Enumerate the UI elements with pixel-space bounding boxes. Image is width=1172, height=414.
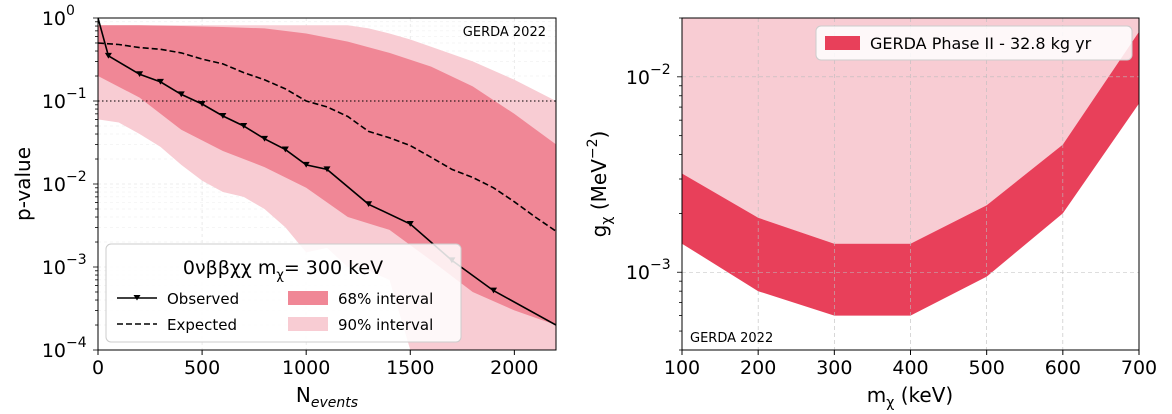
tick-base: 10 xyxy=(42,257,66,279)
left-x-tick-label: 2000 xyxy=(490,357,538,379)
right-x-tick-label: 400 xyxy=(892,357,928,379)
left-xlabel-main: N xyxy=(296,383,311,407)
left-legend-title: 0νββχχ mχ= 300 keV xyxy=(183,257,383,283)
observed-point xyxy=(261,135,269,142)
tick-base: 10 xyxy=(42,8,66,30)
left-xlabel-sub: events xyxy=(311,395,358,411)
legend-68-label: 68% interval xyxy=(338,290,433,308)
right-y-tick-exp: −3 xyxy=(650,257,671,273)
right-ylabel-prefix: g xyxy=(587,225,611,238)
left-x-tick-label: 1500 xyxy=(386,357,434,379)
right-y-tick-exp: −2 xyxy=(650,62,671,78)
right-xlabel: mχ (keV) xyxy=(867,383,953,411)
right-annotation: GERDA 2022 xyxy=(690,331,773,346)
tick-base: 10 xyxy=(626,67,650,89)
left-y-tick-label: 10 xyxy=(42,257,66,279)
right-legend: GERDA Phase II - 32.8 kg yr xyxy=(815,25,1133,61)
left-xlabel: Nevents xyxy=(296,383,358,411)
right-x-tick-label: 200 xyxy=(740,357,776,379)
legend-90-label: 90% interval xyxy=(338,316,433,334)
left-ylabel: p-value xyxy=(11,147,35,221)
tick-base: 10 xyxy=(42,340,66,362)
right-ylabel-sub: χ xyxy=(599,217,615,225)
observed-point xyxy=(219,112,227,119)
left-y-tick-exp: 0 xyxy=(66,3,75,19)
right-legend-label: GERDA Phase II - 32.8 kg yr xyxy=(870,34,1092,53)
observed-point xyxy=(365,201,373,208)
left-y-tick-exp: −2 xyxy=(66,169,87,185)
right-legend-swatch xyxy=(825,36,860,50)
left-y-tick-exp: −1 xyxy=(66,86,87,102)
right-xlabel-sub: χ xyxy=(886,395,894,411)
observed-point xyxy=(490,287,498,294)
left-annotation: GERDA 2022 xyxy=(463,25,546,40)
legend-68-swatch xyxy=(288,291,328,305)
observed-point xyxy=(302,161,310,168)
observed-point xyxy=(323,166,331,173)
left-y-tick-label: 10 xyxy=(42,340,66,362)
left-y-tick-label: 10 xyxy=(42,174,66,196)
legend-observed-marker xyxy=(133,295,141,301)
right-xlabel-prefix: m xyxy=(867,383,886,407)
right-ylabel: gχ (MeV−2) xyxy=(585,131,615,238)
legend-title-prefix: 0νββχχ m xyxy=(183,257,276,279)
gerda-band xyxy=(682,31,1139,316)
expected-line xyxy=(98,42,556,232)
legend-title-sub: χ xyxy=(276,268,284,283)
left-y-tick-label: 10 xyxy=(42,91,66,113)
tick-base: 10 xyxy=(42,174,66,196)
left-y-tick-label: 10 xyxy=(42,8,66,30)
observed-point xyxy=(177,91,185,98)
right-ylabel-close: ) xyxy=(587,131,611,139)
right-ylabel-sup: −2 xyxy=(585,138,601,159)
right-x-tick-label: 700 xyxy=(1121,357,1157,379)
right-x-tick-label: 300 xyxy=(816,357,852,379)
right-x-tick-label: 500 xyxy=(969,357,1005,379)
right-ylabel-suffix: (MeV xyxy=(587,159,611,217)
left-legend-box xyxy=(105,243,462,343)
right-x-tick-label: 600 xyxy=(1045,357,1081,379)
observed-point xyxy=(406,220,414,227)
left-legend: 0νββχχ mχ= 300 keV Observed Expected 68%… xyxy=(105,243,462,343)
legend-expected-label: Expected xyxy=(167,316,237,334)
left-x-tick-label: 500 xyxy=(184,357,220,379)
right-x-tick-label: 100 xyxy=(664,357,700,379)
observed-point xyxy=(281,146,289,153)
observed-point xyxy=(104,52,112,59)
right-legend-box xyxy=(815,25,1133,61)
legend-observed-label: Observed xyxy=(167,290,239,308)
observed-point xyxy=(198,101,206,107)
observed-point xyxy=(156,78,164,85)
left-x-tick-label: 1000 xyxy=(282,357,330,379)
left-x-tick-label: 0 xyxy=(92,357,104,379)
observed-point xyxy=(136,71,144,78)
legend-title-suffix: = 300 keV xyxy=(284,257,383,279)
right-xlabel-suffix: (keV) xyxy=(894,383,953,407)
right-y-tick-label: 10 xyxy=(626,262,650,284)
observed-point xyxy=(240,122,248,129)
tick-base: 10 xyxy=(626,262,650,284)
left-y-tick-exp: −3 xyxy=(66,252,87,268)
left-y-tick-exp: −4 xyxy=(66,335,87,351)
tick-base: 10 xyxy=(42,91,66,113)
legend-90-swatch xyxy=(288,317,328,331)
right-y-tick-label: 10 xyxy=(626,67,650,89)
